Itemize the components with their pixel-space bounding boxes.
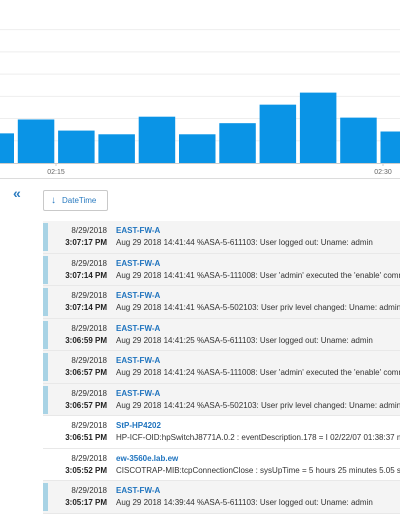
events-bar-chart: 02:15 02:30 [0, 0, 400, 178]
arrow-down-icon: ↓ [51, 195, 56, 206]
chart-bar[interactable] [17, 119, 55, 163]
log-time: 3:06:57 PM [65, 368, 107, 377]
log-date: 8/29/2018 [71, 226, 107, 235]
log-time: 3:07:17 PM [65, 238, 107, 247]
log-row[interactable]: 8/29/2018 3:06:57 PM EAST-FW-A Aug 29 2018 … [43, 351, 400, 384]
log-message: HP-ICF-OID:hpSwitchJ8771A.0.2 : eventDes… [116, 433, 400, 442]
log-message: CISCOTRAP-MIB:tcpConnectionClose : sysUp… [116, 465, 400, 475]
log-message: Aug 29 2018 14:41:44 %ASA-5-611103: User… [116, 238, 373, 247]
chart-bar[interactable] [58, 130, 95, 163]
log-time: 3:05:52 PM [65, 465, 107, 475]
log-row[interactable]: 8/29/2018 3:06:59 PM EAST-FW-A Aug 29 2018 … [43, 318, 400, 351]
chart-bar[interactable] [299, 92, 337, 163]
log-time: 3:06:59 PM [65, 335, 107, 345]
unread-indicator [43, 255, 48, 284]
chart-bar[interactable] [380, 131, 400, 163]
unread-indicator [43, 288, 48, 316]
chart-canvas: 02:15 02:30 [0, 29, 400, 176]
log-source-link[interactable]: ew-3560e.lab.ew [116, 453, 179, 463]
log-date: 8/29/2018 [71, 421, 107, 430]
log-message: Aug 29 2018 14:41:41 %ASA-5-111008: User… [116, 270, 400, 280]
chart-bar[interactable] [0, 133, 14, 163]
log-source-link[interactable]: EAST-FW-A [116, 258, 161, 268]
log-source-link[interactable]: EAST-FW-A [116, 486, 161, 495]
log-row[interactable]: 8/29/2018 3:07:14 PM EAST-FW-A Aug 29 2018 … [43, 286, 400, 319]
chart-divider [0, 178, 400, 179]
x-tick-label: 02:30 [374, 169, 392, 176]
chart-bar[interactable] [179, 134, 216, 163]
log-date: 8/29/2018 [71, 388, 107, 398]
unread-indicator [43, 483, 48, 511]
log-message: Aug 29 2018 14:41:41 %ASA-5-502103: User… [116, 303, 400, 312]
unread-indicator [43, 223, 48, 251]
log-date: 8/29/2018 [71, 356, 107, 365]
x-tick-label: 02:15 [47, 169, 65, 176]
log-source-link[interactable]: StP-HP4202 [116, 421, 161, 430]
chart-bar[interactable] [138, 116, 176, 163]
log-time: 3:06:57 PM [65, 400, 107, 410]
log-time: 3:07:14 PM [65, 303, 107, 312]
double-chevron-left-icon[interactable]: « [13, 185, 21, 201]
log-date: 8/29/2018 [71, 323, 107, 333]
sort-datetime-button[interactable]: ↓ DateTime [43, 190, 108, 211]
log-row[interactable]: 8/29/2018 3:07:17 PM EAST-FW-A Aug 29 2018 … [43, 221, 400, 254]
log-source-link[interactable]: EAST-FW-A [116, 226, 161, 235]
log-time: 3:05:17 PM [65, 498, 107, 507]
log-source-link[interactable]: EAST-FW-A [116, 356, 161, 365]
log-time: 3:06:51 PM [65, 433, 107, 442]
log-row[interactable]: 8/29/2018 3:06:57 PM EAST-FW-A Aug 29 2018 … [43, 383, 400, 416]
log-message: Aug 29 2018 14:41:24 %ASA-5-502103: User… [116, 400, 400, 410]
log-date: 8/29/2018 [71, 258, 107, 268]
log-source-link[interactable]: EAST-FW-A [116, 388, 161, 398]
log-message: Aug 29 2018 14:41:24 %ASA-5-111008: User… [116, 368, 400, 377]
log-row[interactable]: 8/29/2018 3:07:14 PM EAST-FW-A Aug 29 2018 … [43, 253, 400, 286]
log-time: 3:07:14 PM [65, 270, 107, 280]
log-row[interactable]: 8/29/2018 3:05:52 PM ew-3560e.lab.ew CISCOT… [43, 449, 400, 481]
log-source-link[interactable]: EAST-FW-A [116, 291, 161, 300]
unread-indicator [43, 385, 48, 414]
log-message: Aug 29 2018 14:41:25 %ASA-5-611103: User… [116, 335, 373, 345]
chart-bar[interactable] [259, 104, 297, 163]
log-row[interactable]: 8/29/2018 3:06:51 PM StP-HP4202 HP-ICF-OID:… [43, 416, 400, 449]
log-message: Aug 29 2018 14:39:44 %ASA-5-611103: User… [116, 498, 373, 507]
chart-bar[interactable] [219, 123, 256, 163]
log-row[interactable]: 8/29/2018 3:05:17 PM EAST-FW-A Aug 29 2018 … [43, 481, 400, 514]
chart-bar[interactable] [340, 117, 377, 163]
log-source-link[interactable]: EAST-FW-A [116, 323, 161, 333]
chart-bar[interactable] [98, 134, 135, 163]
log-list: 8/29/2018 3:07:17 PM EAST-FW-A Aug 29 2018 … [43, 221, 400, 516]
unread-indicator [43, 320, 48, 349]
log-date: 8/29/2018 [71, 453, 107, 463]
log-date: 8/29/2018 [71, 486, 107, 495]
sort-label: DateTime [62, 196, 97, 205]
log-date: 8/29/2018 [71, 291, 107, 300]
unread-indicator [43, 353, 48, 381]
